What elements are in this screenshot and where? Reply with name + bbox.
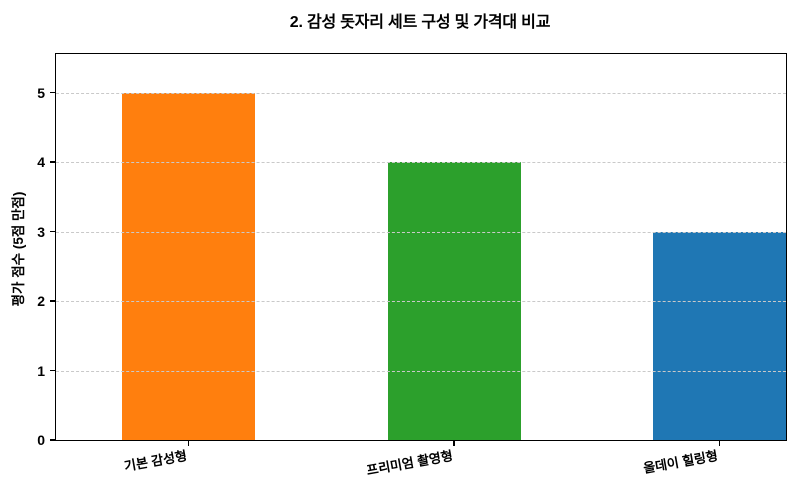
x-tick-label-2: 올데이 힐링형 <box>642 448 720 476</box>
y-tick-label-5: 5 <box>37 84 45 101</box>
chart-title: 2. 감성 돗자리 세트 구성 및 가격대 비교 <box>289 14 551 31</box>
y-tick-label-0: 0 <box>37 432 45 448</box>
x-tick-mark-1 <box>453 440 455 446</box>
gridline-y3 <box>56 231 786 233</box>
gridline-y2 <box>56 301 786 303</box>
bar-0 <box>122 92 256 440</box>
bar-2 <box>653 231 786 440</box>
gridline-y5 <box>56 92 786 94</box>
y-tick-label-2: 2 <box>37 293 45 310</box>
y-tick-mark-0 <box>50 439 55 441</box>
y-tick-label-3: 3 <box>37 223 45 240</box>
plot-area <box>55 53 787 441</box>
x-tick-mark-0 <box>187 440 190 446</box>
y-axis-label: 평가 점수 (5점 만점) <box>11 191 26 307</box>
y-tick-mark-4 <box>50 161 55 163</box>
y-tick-mark-5 <box>50 91 55 94</box>
x-tick-label-0: 기본 감성형 <box>123 448 189 474</box>
y-tick-mark-3 <box>50 230 55 233</box>
gridline-y4 <box>56 162 786 164</box>
x-tick-mark-2 <box>718 440 721 446</box>
y-tick-mark-1 <box>50 369 55 372</box>
y-tick-label-4: 4 <box>37 154 45 171</box>
x-tick-label-1: 프리미엄 촬영형 <box>365 448 454 478</box>
y-tick-mark-2 <box>50 300 55 302</box>
gridline-y1 <box>56 370 786 372</box>
y-tick-label-1: 1 <box>37 362 45 379</box>
